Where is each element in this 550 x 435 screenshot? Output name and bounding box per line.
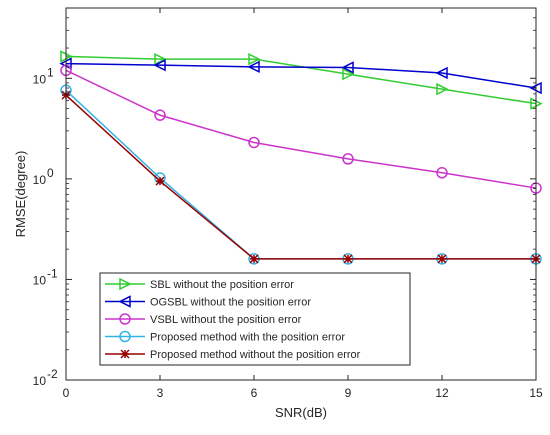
x-axis-title: SNR(dB) [275, 405, 327, 420]
data-point [343, 254, 353, 264]
legend-entry: SBL without the position error [105, 277, 294, 291]
data-point [155, 176, 165, 186]
y-tick-exponent: -2 [47, 367, 58, 381]
legend-marker [120, 349, 130, 359]
x-tick-label: 0 [63, 386, 70, 400]
data-point [436, 167, 448, 179]
y-tick-label: 10 [33, 273, 47, 287]
legend-marker [118, 295, 131, 308]
data-point [342, 67, 355, 81]
x-tick-label: 9 [345, 386, 352, 400]
legend-box [99, 272, 411, 366]
y-tick-label: 10 [33, 72, 47, 86]
data-point [247, 60, 260, 74]
x-axis-ticks: 0 3 6 9 12 15 [63, 8, 543, 400]
y-tick-label: 10 [33, 173, 47, 187]
data-point [437, 254, 447, 264]
legend-marker [119, 330, 131, 343]
legend-label: Proposed method without the position err… [150, 349, 361, 361]
x-tick-label: 12 [435, 386, 449, 400]
data-point [436, 82, 449, 96]
series-line [65, 62, 537, 89]
legend-entry: Proposed method with the position error [105, 330, 345, 344]
data-point [342, 153, 354, 165]
y-tick-exponent: 0 [47, 166, 54, 180]
legend: SBL without the position error OGSBL with… [99, 272, 411, 366]
series-3 [60, 64, 542, 194]
legend-label: Proposed method with the position error [150, 332, 345, 344]
y-tick-label: 10 [33, 374, 47, 388]
series-line [65, 94, 536, 260]
data-point [249, 254, 259, 264]
data-point [435, 66, 448, 80]
legend-label: OGSBL without the position error [150, 297, 311, 309]
data-point [153, 58, 166, 72]
legend-marker [119, 313, 131, 325]
series-line [65, 69, 537, 189]
y-tick-exponent: 1 [47, 65, 54, 79]
data-point [341, 61, 354, 74]
data-point [154, 109, 166, 121]
legend-entry: Proposed method without the position err… [105, 349, 361, 361]
x-tick-label: 3 [157, 386, 164, 400]
data-point [248, 52, 261, 66]
legend-marker [119, 277, 132, 291]
plot-frame [65, 7, 537, 381]
data-point [248, 136, 260, 149]
x-tick-label: 6 [251, 386, 258, 400]
y-axis-title: RMSE(degree) [13, 151, 28, 238]
legend-entry: OGSBL without the position error [105, 295, 311, 309]
data-point [154, 52, 167, 66]
y-tick-exponent: -1 [47, 266, 58, 280]
legend-label: SBL without the position error [150, 279, 294, 291]
x-tick-label: 15 [529, 386, 543, 400]
series-layer [59, 50, 543, 265]
legend-label: VSBL without the position error [150, 314, 302, 326]
legend-entry: VSBL without the position error [105, 313, 302, 326]
